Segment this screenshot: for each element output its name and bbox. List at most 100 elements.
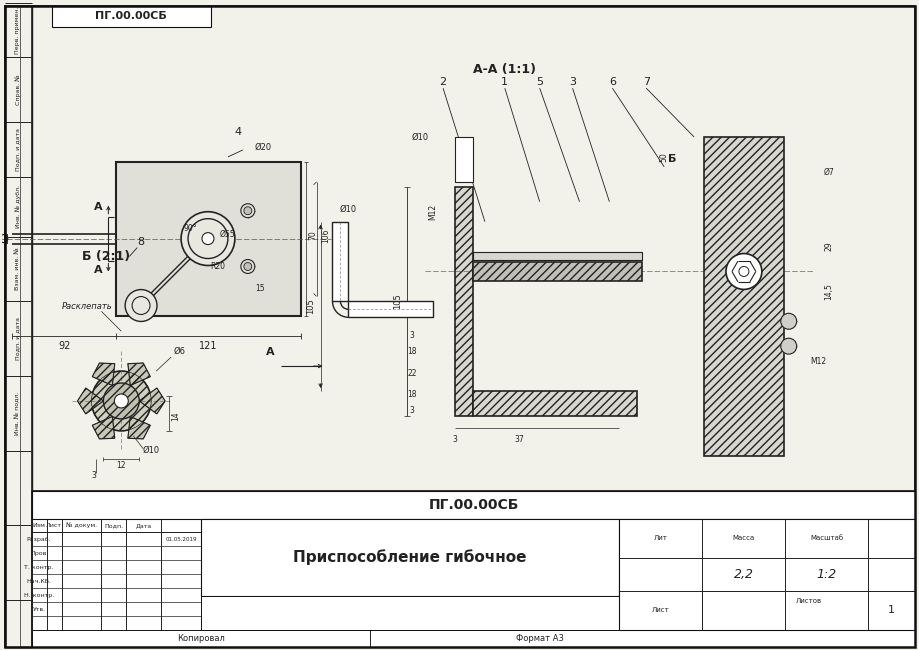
Text: ПГ.00.00СБ: ПГ.00.00СБ	[96, 12, 167, 21]
Circle shape	[91, 371, 151, 431]
Text: Масштаб: Масштаб	[809, 535, 842, 541]
Text: 121: 121	[199, 341, 217, 351]
Text: 106: 106	[321, 228, 330, 243]
Bar	[31, 491, 914, 647]
Bar	[472, 252, 641, 259]
Text: 15: 15	[255, 284, 265, 293]
Text: Формат А3: Формат А3	[516, 634, 563, 643]
Bar	[618, 519, 914, 630]
Circle shape	[244, 263, 252, 270]
Polygon shape	[128, 363, 150, 385]
Circle shape	[725, 254, 761, 289]
Text: 01.05.2019: 01.05.2019	[165, 537, 197, 542]
Text: Лист: Лист	[46, 523, 62, 528]
Polygon shape	[92, 363, 115, 385]
Circle shape	[125, 289, 157, 322]
Circle shape	[202, 233, 214, 244]
Text: Подп. и дата: Подп. и дата	[16, 128, 20, 171]
Text: 29: 29	[823, 242, 833, 252]
Text: 1: 1	[887, 605, 894, 615]
Text: Изм: Изм	[33, 523, 46, 528]
Text: Справ. №: Справ. №	[15, 74, 20, 105]
Text: 92: 92	[58, 341, 71, 351]
Text: M12: M12	[810, 357, 826, 365]
Bar	[348, 302, 433, 317]
Text: 1: 1	[501, 77, 508, 87]
Text: 3: 3	[452, 436, 457, 445]
Text: Расклепать: Расклепать	[62, 302, 112, 311]
Text: 3: 3	[409, 331, 414, 340]
Text: Т. контр.: Т. контр.	[25, 565, 54, 570]
Bar	[51, 5, 210, 27]
Circle shape	[114, 394, 128, 408]
Text: 14,5: 14,5	[823, 283, 833, 300]
Text: Ø7: Ø7	[823, 167, 833, 176]
Text: A: A	[267, 347, 275, 357]
Polygon shape	[139, 388, 165, 414]
Circle shape	[181, 212, 234, 265]
Text: 5: 5	[536, 77, 542, 87]
Text: M12: M12	[428, 203, 437, 220]
Text: 12: 12	[117, 462, 126, 470]
Circle shape	[103, 383, 139, 419]
Text: № докум.: № докум.	[66, 523, 96, 528]
Bar	[31, 491, 914, 519]
Text: Инв. № дубл.: Инв. № дубл.	[15, 185, 20, 228]
Polygon shape	[92, 417, 115, 439]
Text: A: A	[94, 265, 103, 276]
Text: 8: 8	[138, 237, 144, 246]
Text: Ø55: Ø55	[220, 230, 235, 239]
Text: Б (2:1): Б (2:1)	[82, 250, 130, 263]
Text: Перв. примен.: Перв. примен.	[16, 6, 20, 53]
Text: Н. контр.: Н. контр.	[24, 593, 54, 598]
Bar	[472, 261, 641, 281]
Text: 37: 37	[515, 436, 524, 445]
Text: 3: 3	[91, 471, 96, 480]
Text: 14: 14	[172, 411, 180, 421]
Text: 3: 3	[569, 77, 575, 87]
Text: 50: 50	[659, 152, 668, 162]
Text: 70: 70	[308, 231, 317, 240]
Text: Пров.: Пров.	[30, 551, 49, 556]
Bar	[200, 519, 618, 596]
Circle shape	[241, 203, 255, 218]
Polygon shape	[128, 417, 150, 439]
Text: 1:2: 1:2	[815, 568, 835, 581]
Circle shape	[241, 259, 255, 274]
Bar	[200, 596, 618, 630]
Text: ПГ.00.00СБ: ПГ.00.00СБ	[428, 497, 518, 512]
Bar	[455, 187, 472, 416]
Text: Приспособление гибочное: Приспособление гибочное	[293, 549, 527, 566]
Circle shape	[244, 207, 252, 215]
Text: А-А (1:1): А-А (1:1)	[472, 63, 536, 76]
Circle shape	[738, 266, 748, 276]
Text: Подп.: Подп.	[104, 523, 123, 528]
Text: Дата: Дата	[135, 523, 152, 528]
Text: 105: 105	[392, 294, 402, 309]
Text: 7: 7	[642, 77, 649, 87]
Text: R20: R20	[210, 262, 225, 271]
Text: Лист: Лист	[652, 607, 669, 613]
Bar	[332, 222, 348, 302]
Text: 3: 3	[409, 406, 414, 415]
Text: A: A	[94, 202, 103, 212]
Text: 22: 22	[407, 369, 416, 378]
Text: Подп. и дата: Подп. и дата	[16, 317, 20, 360]
Bar	[455, 137, 472, 182]
Text: Ø10: Ø10	[142, 447, 160, 455]
Bar	[116, 162, 301, 317]
Text: 18: 18	[407, 391, 416, 400]
Bar	[31, 630, 914, 647]
Text: Взам. инв. №: Взам. инв. №	[16, 248, 20, 291]
Text: Копировал: Копировал	[176, 634, 225, 643]
Bar	[5, 5, 31, 647]
Text: 2: 2	[439, 77, 446, 87]
Text: 6: 6	[608, 77, 615, 87]
Text: Утв.: Утв.	[32, 606, 46, 612]
Circle shape	[780, 313, 796, 330]
Text: 2,2: 2,2	[732, 568, 753, 581]
Text: 105: 105	[306, 298, 314, 314]
Text: Ø10: Ø10	[339, 205, 357, 214]
Polygon shape	[77, 388, 103, 414]
Text: Масса: Масса	[732, 535, 754, 541]
